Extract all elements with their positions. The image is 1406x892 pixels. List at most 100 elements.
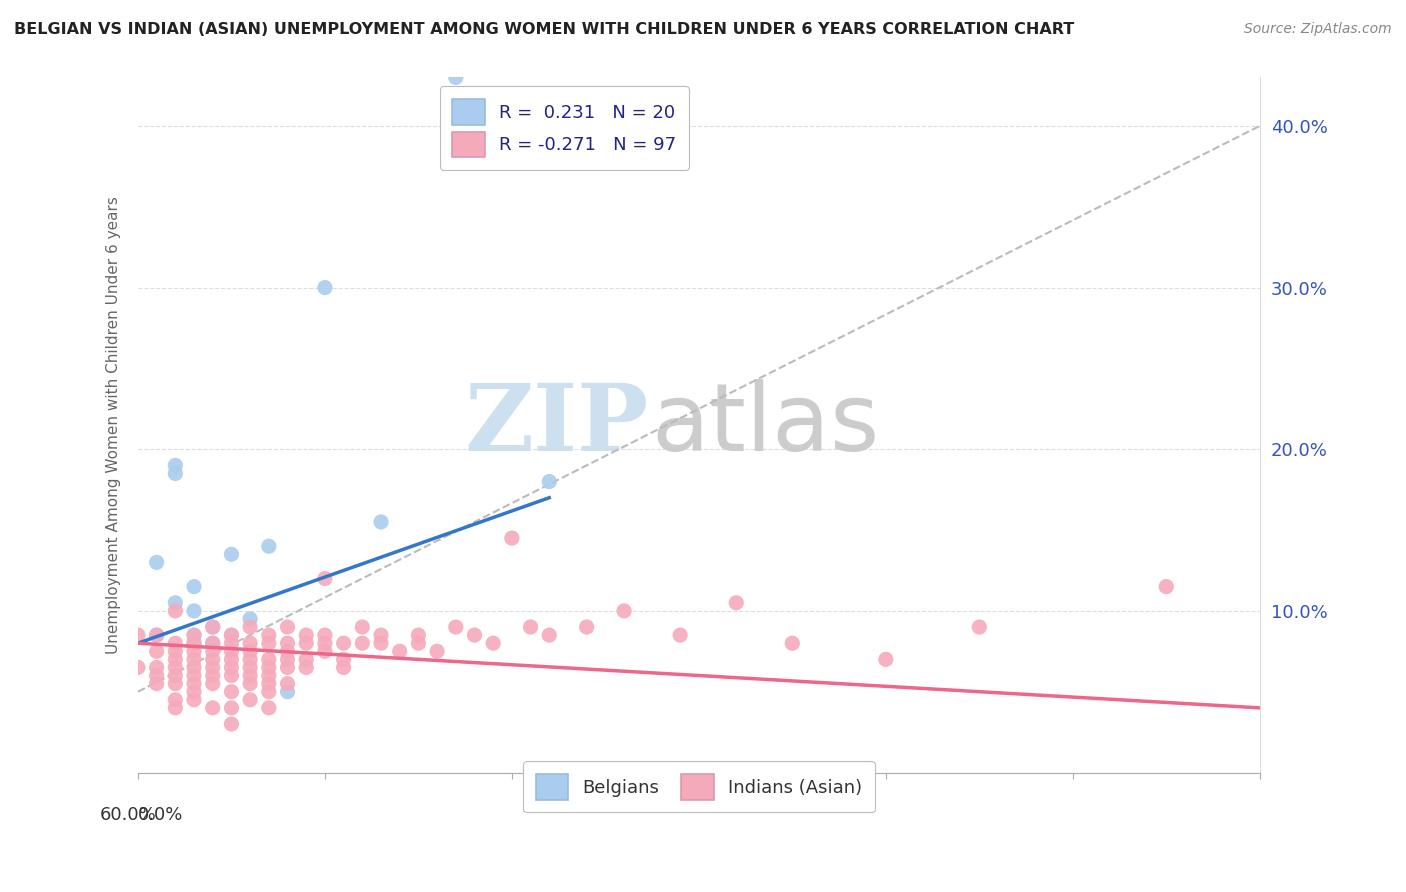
Point: [669, 628, 692, 642]
Point: [165, 467, 187, 481]
Point: [276, 684, 298, 698]
Point: [183, 660, 205, 674]
Point: [183, 636, 205, 650]
Point: [239, 620, 262, 634]
Point: [276, 636, 298, 650]
Point: [295, 652, 318, 666]
Point: [239, 668, 262, 682]
Point: [201, 636, 224, 650]
Point: [239, 676, 262, 690]
Point: [201, 644, 224, 658]
Point: [370, 515, 392, 529]
Point: [295, 628, 318, 642]
Point: [352, 620, 374, 634]
Point: [201, 652, 224, 666]
Text: Source: ZipAtlas.com: Source: ZipAtlas.com: [1244, 22, 1392, 37]
Point: [221, 628, 243, 642]
Point: [257, 668, 280, 682]
Point: [221, 636, 243, 650]
Point: [314, 280, 336, 294]
Point: [575, 620, 598, 634]
Point: [221, 652, 243, 666]
Point: [276, 660, 298, 674]
Point: [145, 555, 167, 569]
Point: [183, 636, 205, 650]
Point: [314, 636, 336, 650]
Point: [969, 620, 991, 634]
Point: [538, 475, 561, 489]
Point: [314, 628, 336, 642]
Point: [183, 668, 205, 682]
Point: [257, 676, 280, 690]
Point: [276, 676, 298, 690]
Point: [201, 636, 224, 650]
Point: [408, 628, 430, 642]
Point: [221, 628, 243, 642]
Point: [165, 458, 187, 473]
Point: [295, 636, 318, 650]
Point: [201, 676, 224, 690]
Point: [145, 660, 167, 674]
Point: [257, 636, 280, 650]
Point: [295, 660, 318, 674]
Point: [183, 580, 205, 594]
Point: [782, 636, 804, 650]
Point: [127, 628, 149, 642]
Point: [183, 628, 205, 642]
Point: [239, 692, 262, 706]
Point: [463, 628, 485, 642]
Point: [314, 572, 336, 586]
Point: [183, 604, 205, 618]
Point: [183, 628, 205, 642]
Point: [725, 596, 748, 610]
Point: [519, 620, 541, 634]
Point: [221, 701, 243, 715]
Point: [388, 644, 411, 658]
Point: [221, 668, 243, 682]
Point: [276, 620, 298, 634]
Text: BELGIAN VS INDIAN (ASIAN) UNEMPLOYMENT AMONG WOMEN WITH CHILDREN UNDER 6 YEARS C: BELGIAN VS INDIAN (ASIAN) UNEMPLOYMENT A…: [14, 22, 1074, 37]
Point: [444, 620, 467, 634]
Point: [165, 644, 187, 658]
Point: [145, 676, 167, 690]
Point: [165, 676, 187, 690]
Point: [183, 692, 205, 706]
Point: [408, 636, 430, 650]
Point: [332, 636, 354, 650]
Point: [201, 620, 224, 634]
Point: [201, 620, 224, 634]
Point: [239, 612, 262, 626]
Point: [257, 684, 280, 698]
Point: [875, 652, 897, 666]
Text: 0.0%: 0.0%: [138, 805, 183, 824]
Point: [239, 636, 262, 650]
Point: [332, 660, 354, 674]
Y-axis label: Unemployment Among Women with Children Under 6 years: Unemployment Among Women with Children U…: [107, 196, 121, 654]
Text: 60.0%: 60.0%: [100, 805, 156, 824]
Point: [239, 652, 262, 666]
Point: [314, 644, 336, 658]
Point: [257, 539, 280, 553]
Point: [257, 652, 280, 666]
Point: [183, 684, 205, 698]
Point: [352, 636, 374, 650]
Point: [538, 628, 561, 642]
Point: [370, 628, 392, 642]
Point: [239, 660, 262, 674]
Point: [201, 668, 224, 682]
Point: [165, 652, 187, 666]
Point: [145, 644, 167, 658]
Point: [257, 701, 280, 715]
Point: [165, 668, 187, 682]
Point: [127, 660, 149, 674]
Point: [145, 668, 167, 682]
Point: [501, 531, 523, 545]
Point: [221, 684, 243, 698]
Text: atlas: atlas: [652, 379, 880, 471]
Point: [276, 652, 298, 666]
Point: [276, 644, 298, 658]
Point: [165, 692, 187, 706]
Point: [482, 636, 505, 650]
Text: ZIP: ZIP: [464, 380, 648, 470]
Point: [257, 628, 280, 642]
